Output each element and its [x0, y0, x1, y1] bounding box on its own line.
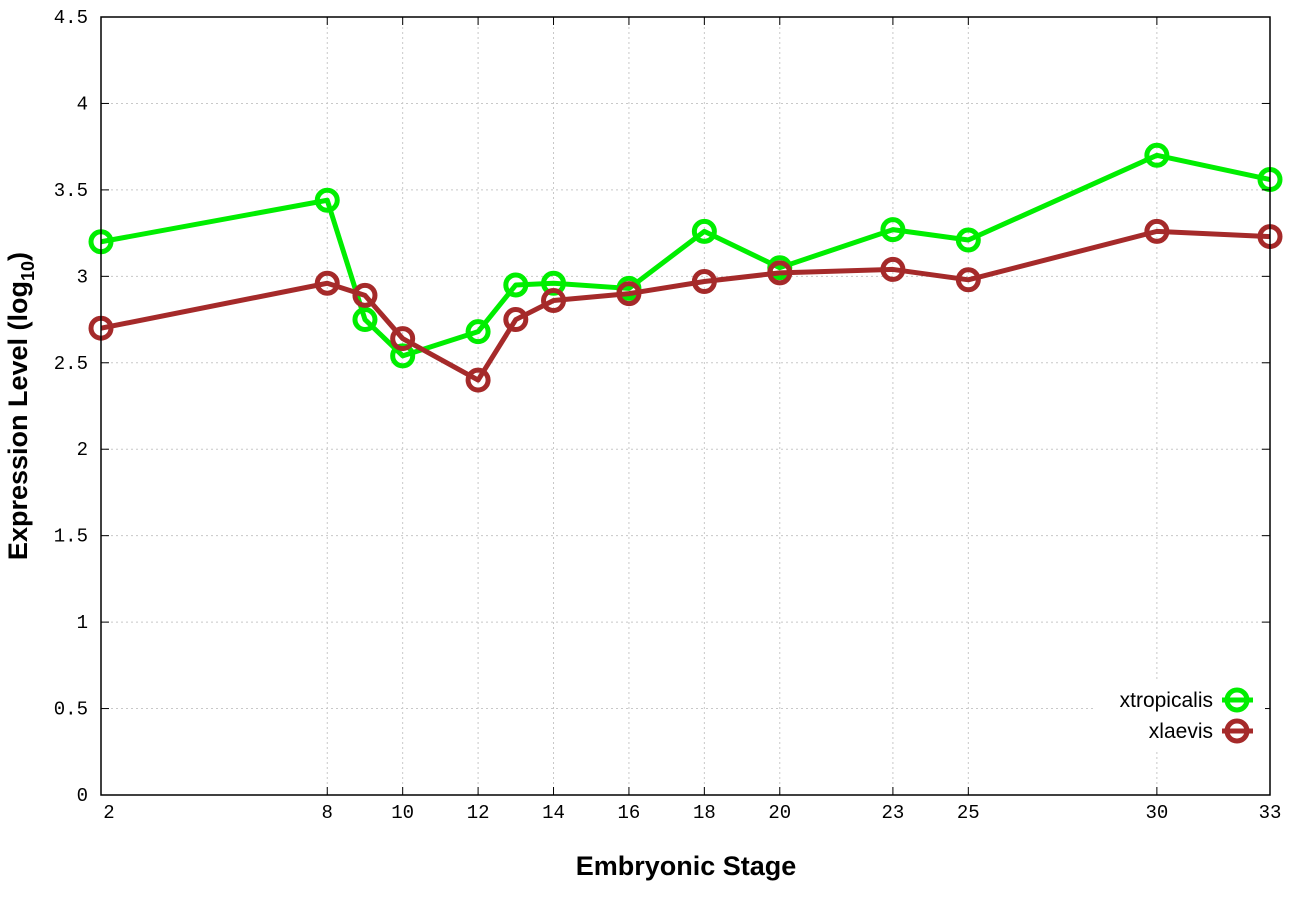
series-layer: [88, 142, 1283, 393]
y-tick-label: 3: [77, 266, 88, 288]
legend-label-xtropicalis: xtropicalis: [1120, 689, 1213, 712]
data-point-xtropicalis: [352, 307, 378, 333]
y-tick-label: 1: [77, 612, 88, 634]
data-point-xtropicalis: [465, 319, 491, 345]
data-point-xlaevis: [1144, 218, 1170, 244]
data-point-xlaevis: [691, 269, 717, 295]
plot-frame: [100, 16, 1271, 796]
x-tick-label: 20: [768, 802, 791, 824]
x-tick-label: 18: [693, 802, 716, 824]
legend-marker-xlaevis: [1224, 718, 1250, 744]
data-point-xtropicalis: [955, 227, 981, 253]
x-tick-label: 8: [322, 802, 333, 824]
x-tick-label: 30: [1145, 802, 1168, 824]
data-point-xlaevis: [880, 256, 906, 282]
y-tick-label: 1.5: [54, 526, 88, 548]
x-tick-label: 14: [542, 802, 565, 824]
legend-label-xlaevis: xlaevis: [1149, 720, 1213, 743]
x-tick-label: 12: [467, 802, 490, 824]
data-point-xlaevis: [314, 270, 340, 296]
legend-marker-xtropicalis: [1224, 687, 1250, 713]
x-axis-label: Embryonic Stage: [576, 851, 797, 881]
y-tick-label: 4: [77, 93, 88, 115]
data-point-xtropicalis: [390, 343, 416, 369]
legend: xtropicalis xlaevis: [1095, 680, 1265, 750]
data-point-xtropicalis: [541, 270, 567, 296]
ticks: 2 8 10 12 14 16 18 20 23 25 30 33 0 0.5 1 1.5 2 2.5 3 3.5 4 4…: [54, 7, 1282, 824]
y-tick-label: 4.5: [54, 7, 88, 29]
grid: [101, 17, 1270, 795]
data-point-xtropicalis: [503, 272, 529, 298]
x-tick-label: 25: [957, 802, 980, 824]
y-tick-label: 2: [77, 439, 88, 461]
x-tick-label: 23: [881, 802, 904, 824]
x-tick-label: 16: [618, 802, 641, 824]
y-axis-label: Expression Level (log10): [3, 252, 38, 560]
series-line-xtropicalis: [100, 152, 1271, 359]
x-tick-label: 2: [103, 802, 114, 824]
data-point-xtropicalis: [1144, 142, 1170, 168]
data-point-xlaevis: [390, 326, 416, 352]
y-tick-label: 3.5: [54, 180, 88, 202]
x-tick-label: 33: [1259, 802, 1282, 824]
data-point-xlaevis: [767, 260, 793, 286]
data-point-xlaevis: [503, 307, 529, 333]
data-point-xlaevis: [465, 367, 491, 393]
data-point-xlaevis: [352, 282, 378, 308]
data-point-xtropicalis: [880, 217, 906, 243]
series-line-xlaevis: [100, 228, 1271, 383]
y-tick-label: 0.5: [54, 699, 88, 721]
data-point-xtropicalis: [314, 187, 340, 213]
data-point-xtropicalis: [691, 218, 717, 244]
data-point-xlaevis: [541, 288, 567, 314]
data-point-xlaevis: [616, 281, 642, 307]
y-tick-label: 2.5: [54, 353, 88, 375]
x-tick-label: 10: [391, 802, 414, 824]
y-tick-label: 0: [77, 785, 88, 807]
data-point-xlaevis: [955, 267, 981, 293]
